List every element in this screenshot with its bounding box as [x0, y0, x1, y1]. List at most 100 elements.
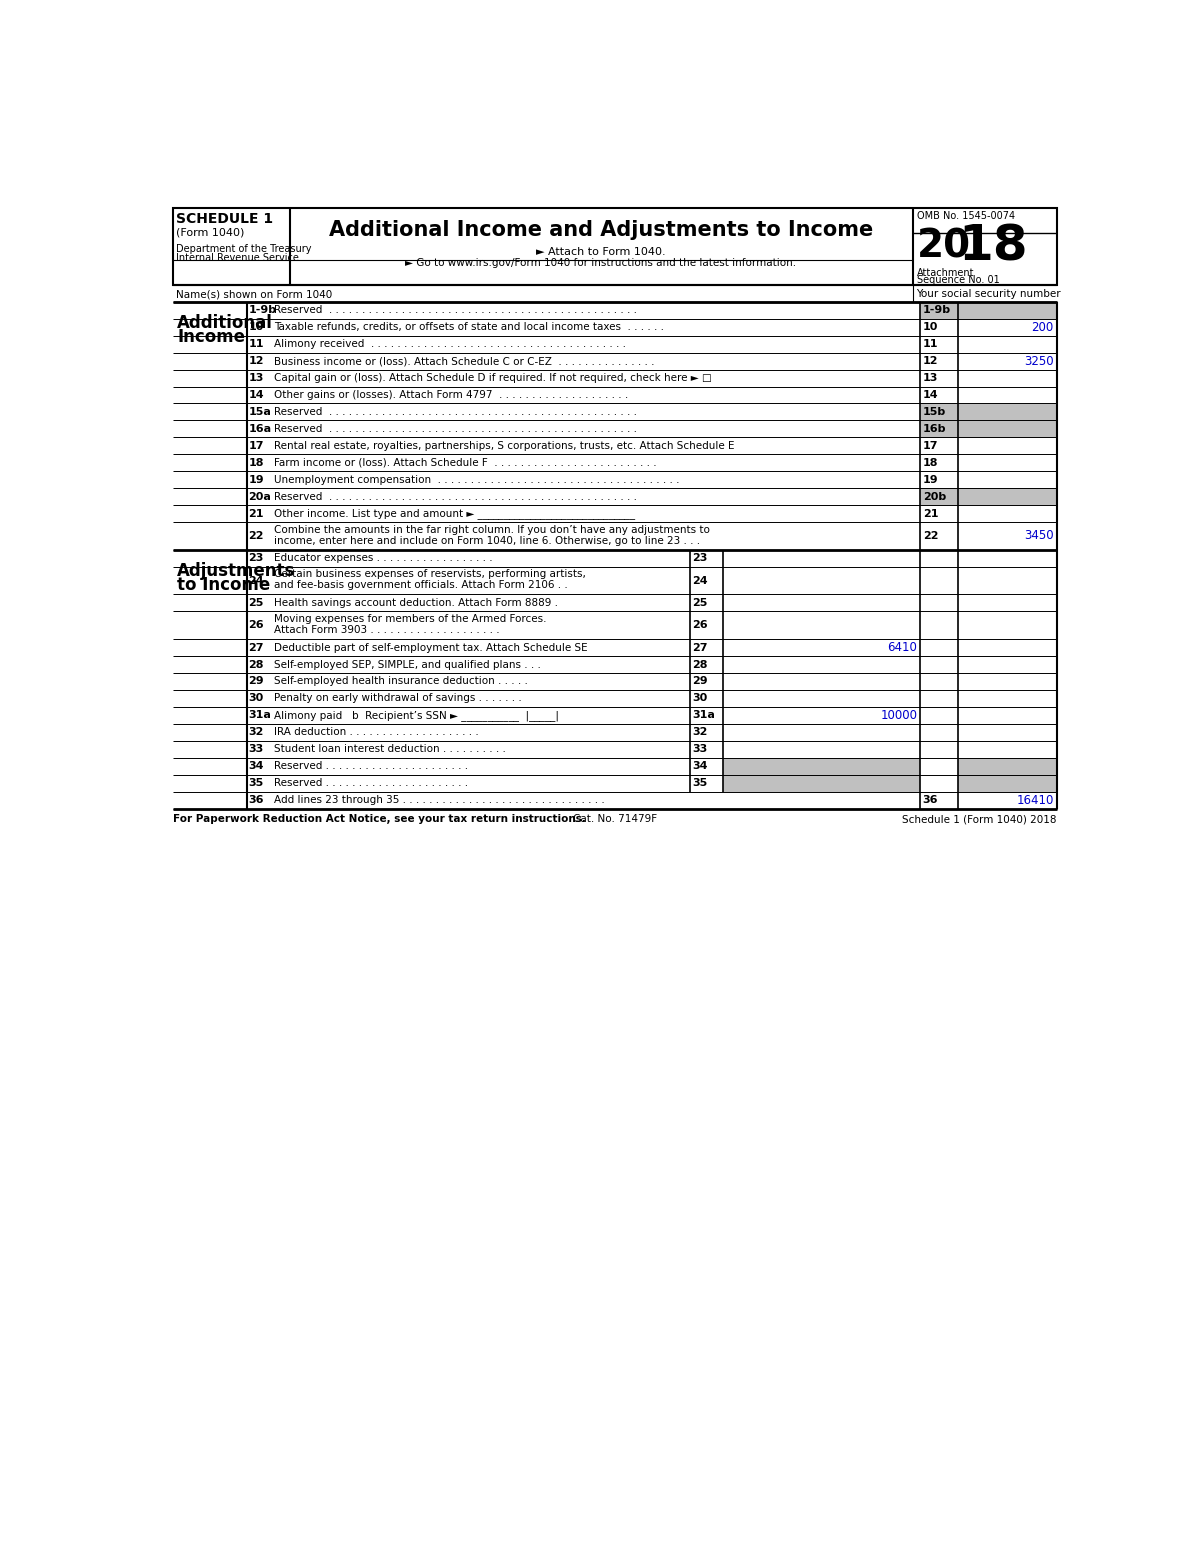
Text: to Income: to Income [178, 576, 270, 595]
Text: 18: 18 [923, 458, 938, 467]
Text: 18: 18 [248, 458, 264, 467]
Text: Internal Revenue Service: Internal Revenue Service [176, 253, 299, 262]
Text: Alimony paid   b  Recipient’s SSN ► ___________  |_____|: Alimony paid b Recipient’s SSN ► _______… [274, 710, 559, 721]
Text: Unemployment compensation  . . . . . . . . . . . . . . . . . . . . . . . . . . .: Unemployment compensation . . . . . . . … [274, 475, 679, 485]
Text: Attachment: Attachment [917, 267, 974, 278]
Bar [958, 775, 1057, 792]
Text: 22: 22 [923, 531, 938, 540]
Text: Health savings account deduction. Attach Form 8889 .: Health savings account deduction. Attach… [274, 598, 558, 607]
Text: Moving expenses for members of the Armed Forces.: Moving expenses for members of the Armed… [274, 613, 546, 624]
Text: 24: 24 [692, 576, 708, 585]
Text: Combine the amounts in the far right column. If you don’t have any adjustments t: Combine the amounts in the far right col… [274, 525, 710, 534]
Text: 33: 33 [248, 744, 264, 755]
Text: Capital gain or (loss). Attach Schedule D if required. If not required, check he: Capital gain or (loss). Attach Schedule … [274, 373, 712, 384]
Bar [173, 208, 1057, 284]
Text: 1-9b: 1-9b [248, 306, 276, 315]
Text: Reserved . . . . . . . . . . . . . . . . . . . . . .: Reserved . . . . . . . . . . . . . . . .… [274, 761, 468, 772]
Text: 13: 13 [248, 373, 264, 384]
Text: 31a: 31a [248, 710, 271, 721]
Text: Sequence No. 01: Sequence No. 01 [917, 275, 1000, 286]
Text: (Form 1040): (Form 1040) [176, 228, 245, 238]
Text: 15a: 15a [248, 407, 271, 416]
Text: Other gains or (losses). Attach Form 4797  . . . . . . . . . . . . . . . . . . .: Other gains or (losses). Attach Form 479… [274, 390, 629, 401]
Text: Business income or (loss). Attach Schedule C or C-EZ  . . . . . . . . . . . . . : Business income or (loss). Attach Schedu… [274, 356, 654, 367]
Bar [920, 488, 1057, 505]
Text: Certain business expenses of reservists, performing artists,: Certain business expenses of reservists,… [274, 570, 586, 579]
Text: 19: 19 [248, 475, 264, 485]
Text: 28: 28 [692, 660, 708, 669]
Text: 34: 34 [248, 761, 264, 772]
Text: Self-employed SEP, SIMPLE, and qualified plans . . .: Self-employed SEP, SIMPLE, and qualified… [274, 660, 541, 669]
Text: 30: 30 [248, 693, 264, 704]
Text: Self-employed health insurance deduction . . . . .: Self-employed health insurance deduction… [274, 677, 528, 686]
Bar [920, 404, 1057, 421]
Text: Cat. No. 71479F: Cat. No. 71479F [572, 814, 658, 825]
Text: 18: 18 [959, 222, 1028, 270]
Text: 11: 11 [248, 339, 264, 349]
Text: ► Attach to Form 1040.: ► Attach to Form 1040. [536, 247, 666, 256]
Text: Income: Income [178, 328, 245, 346]
Text: 17: 17 [248, 441, 264, 450]
Text: 11: 11 [923, 339, 938, 349]
Text: For Paperwork Reduction Act Notice, see your tax return instructions.: For Paperwork Reduction Act Notice, see … [173, 814, 586, 825]
Text: Additional Income and Adjustments to Income: Additional Income and Adjustments to Inc… [329, 221, 874, 241]
Text: 21: 21 [923, 509, 938, 519]
Text: Rental real estate, royalties, partnerships, S corporations, trusts, etc. Attach: Rental real estate, royalties, partnersh… [274, 441, 734, 450]
Text: 20: 20 [917, 227, 971, 266]
Text: 23: 23 [692, 553, 708, 564]
Text: 26: 26 [248, 620, 264, 631]
Text: 35: 35 [248, 778, 264, 787]
Text: 36: 36 [923, 795, 938, 804]
Text: 25: 25 [692, 598, 708, 607]
Bar [722, 775, 920, 792]
Text: 19: 19 [923, 475, 938, 485]
Text: Reserved . . . . . . . . . . . . . . . . . . . . . .: Reserved . . . . . . . . . . . . . . . .… [274, 778, 468, 787]
Text: 29: 29 [248, 677, 264, 686]
Text: Penalty on early withdrawal of savings . . . . . . .: Penalty on early withdrawal of savings .… [274, 693, 522, 704]
Text: 17: 17 [923, 441, 938, 450]
Text: Other income. List type and amount ► ______________________________: Other income. List type and amount ► ___… [274, 508, 635, 519]
Text: Additional: Additional [178, 314, 274, 332]
Text: Reserved  . . . . . . . . . . . . . . . . . . . . . . . . . . . . . . . . . . . : Reserved . . . . . . . . . . . . . . . .… [274, 424, 637, 433]
Text: Student loan interest deduction . . . . . . . . . .: Student loan interest deduction . . . . … [274, 744, 506, 755]
Text: Alimony received  . . . . . . . . . . . . . . . . . . . . . . . . . . . . . . . : Alimony received . . . . . . . . . . . .… [274, 339, 626, 349]
Text: 200: 200 [1032, 321, 1054, 334]
Text: 16410: 16410 [1016, 794, 1054, 806]
Text: Reserved  . . . . . . . . . . . . . . . . . . . . . . . . . . . . . . . . . . . : Reserved . . . . . . . . . . . . . . . .… [274, 306, 637, 315]
Bar [920, 301, 1057, 318]
Text: 20b: 20b [923, 492, 946, 502]
Text: 10000: 10000 [881, 708, 917, 722]
Text: Taxable refunds, credits, or offsets of state and local income taxes  . . . . . : Taxable refunds, credits, or offsets of … [274, 323, 664, 332]
Text: Adjustments: Adjustments [178, 562, 295, 581]
Text: 32: 32 [692, 727, 708, 738]
Text: 36: 36 [248, 795, 264, 804]
Text: 3450: 3450 [1024, 530, 1054, 542]
Text: 27: 27 [248, 643, 264, 652]
Text: 13: 13 [923, 373, 938, 384]
Text: 27: 27 [692, 643, 708, 652]
Text: 35: 35 [692, 778, 708, 787]
Text: 32: 32 [248, 727, 264, 738]
Text: Attach Form 3903 . . . . . . . . . . . . . . . . . . . .: Attach Form 3903 . . . . . . . . . . . .… [274, 624, 499, 635]
Bar [958, 758, 1057, 775]
Text: 15b: 15b [923, 407, 946, 416]
Text: 29: 29 [692, 677, 708, 686]
Text: income, enter here and include on Form 1040, line 6. Otherwise, go to line 23 . : income, enter here and include on Form 1… [274, 536, 700, 545]
Text: Reserved  . . . . . . . . . . . . . . . . . . . . . . . . . . . . . . . . . . . : Reserved . . . . . . . . . . . . . . . .… [274, 492, 637, 502]
Text: Reserved  . . . . . . . . . . . . . . . . . . . . . . . . . . . . . . . . . . . : Reserved . . . . . . . . . . . . . . . .… [274, 407, 637, 416]
Text: 30: 30 [692, 693, 708, 704]
Bar [920, 421, 1057, 438]
Text: 33: 33 [692, 744, 708, 755]
Text: 25: 25 [248, 598, 264, 607]
Text: 14: 14 [923, 390, 938, 401]
Text: SCHEDULE 1: SCHEDULE 1 [176, 213, 274, 227]
Text: Department of the Treasury: Department of the Treasury [176, 244, 312, 255]
Text: 23: 23 [248, 553, 264, 564]
Bar [722, 758, 920, 775]
Text: 20a: 20a [248, 492, 271, 502]
Text: 24: 24 [248, 576, 264, 585]
Text: 21: 21 [248, 509, 264, 519]
Text: 1-9b: 1-9b [923, 306, 950, 315]
Text: Add lines 23 through 35 . . . . . . . . . . . . . . . . . . . . . . . . . . . . : Add lines 23 through 35 . . . . . . . . … [274, 795, 605, 804]
Text: 12: 12 [923, 356, 938, 367]
